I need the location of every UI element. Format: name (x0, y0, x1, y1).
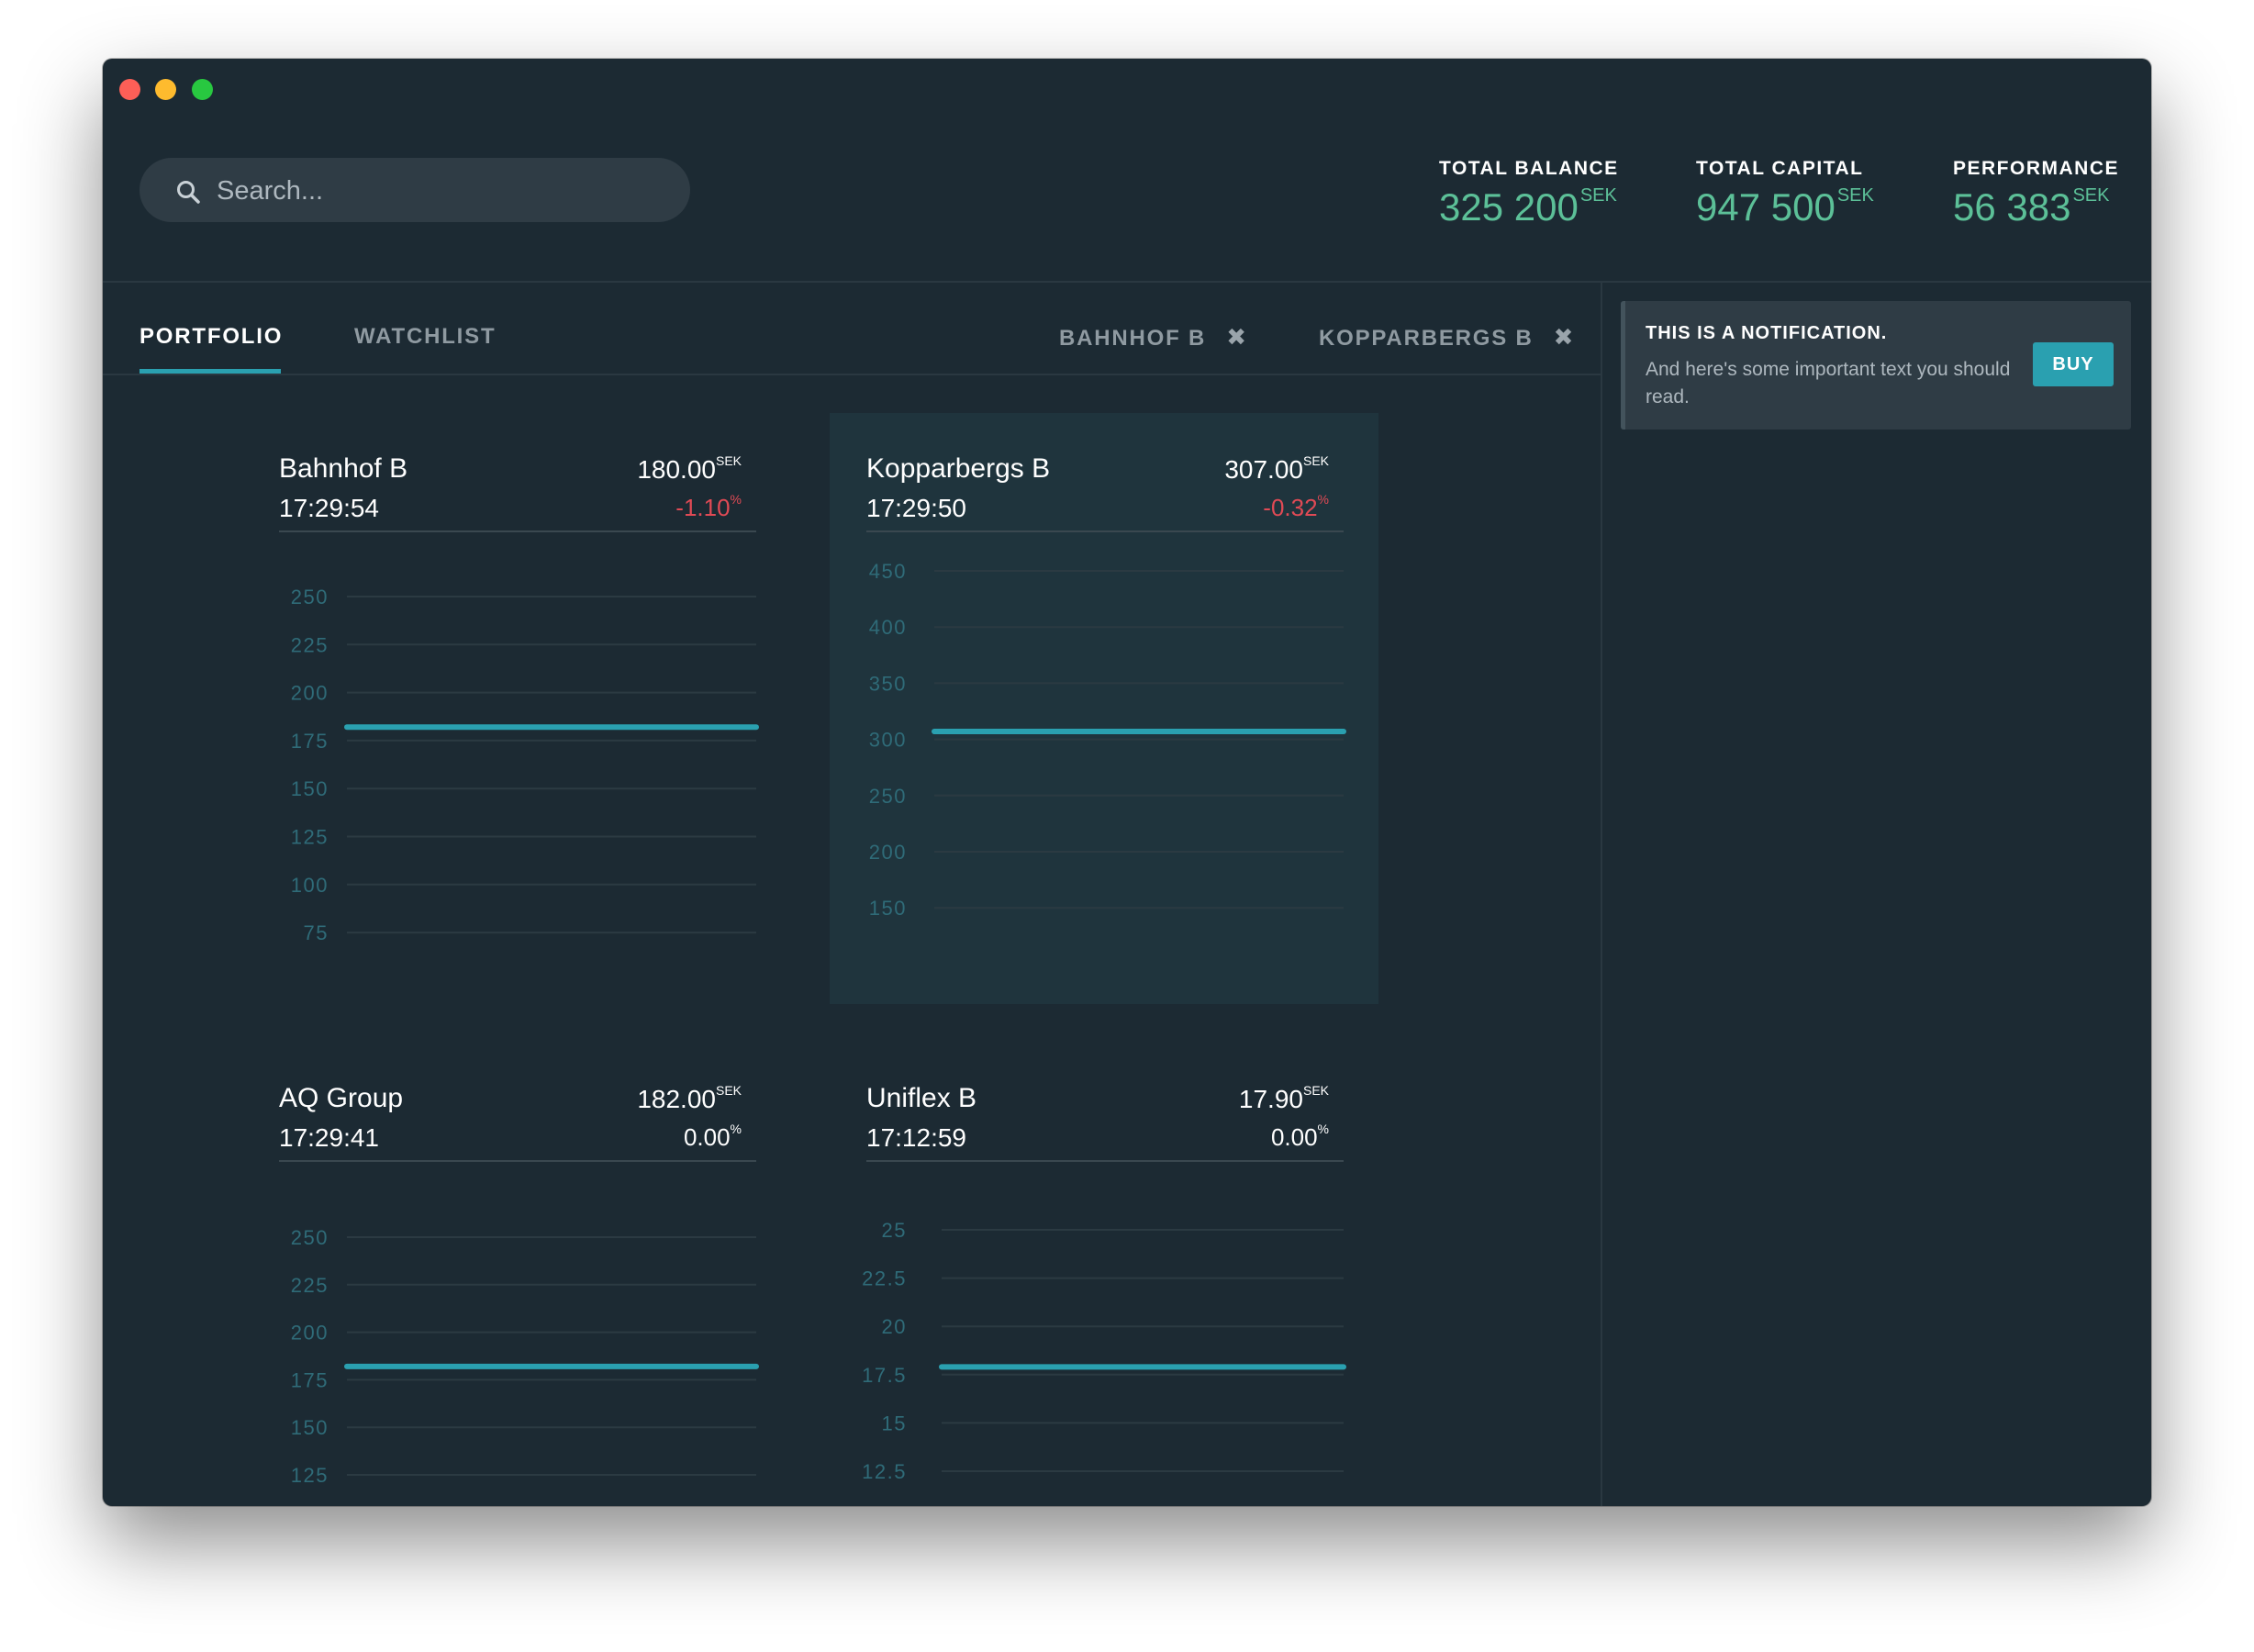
tab-bar: PORTFOLIO WATCHLIST BAHNHOF B ✖ KOPPARBER… (103, 283, 1601, 376)
y-tick-label: 125 (291, 1464, 329, 1487)
stat-unit: SEK (1836, 185, 1874, 206)
card-divider (279, 530, 756, 532)
tab-label: KOPPARBERGS B (1319, 326, 1534, 351)
y-tick-label: 250 (869, 785, 907, 808)
stat-label: TOTAL CAPITAL (1696, 158, 1864, 179)
percent-label: % (1317, 1122, 1329, 1136)
close-icon[interactable]: ✖ (1553, 323, 1576, 351)
stock-time: 17:12:59 (866, 1123, 966, 1152)
y-tick-label: 175 (291, 730, 329, 753)
notification-title: THIS IS A NOTIFICATION. (1646, 323, 1888, 343)
stock-card-bahnhof-b[interactable]: Bahnhof B 17:29:54 180.00SEK -1.10% 250 2… (242, 413, 791, 1004)
y-tick-label: 20 (882, 1315, 907, 1338)
tab-watchlist[interactable]: WATCHLIST (354, 324, 497, 349)
y-tick-label: 15 (882, 1412, 907, 1434)
stock-card-kopparbergs-b[interactable]: Kopparbergs B 17:29:50 307.00SEK -0.32% … (830, 413, 1378, 1004)
notification-body: And here's some important text you shoul… (1646, 359, 2011, 407)
card-divider (279, 1160, 756, 1162)
percent-label: % (1317, 492, 1329, 507)
y-tick-label: 175 (291, 1368, 329, 1391)
y-tick-label: 450 (869, 560, 907, 583)
price-chart: 450 400 350 300 250 200 150 (869, 560, 1346, 920)
y-tick-label: 225 (291, 633, 329, 656)
total-capital-stat: TOTAL CAPITAL 947 500 SEK (1696, 158, 1874, 229)
stock-change: -0.32% (1263, 492, 1329, 521)
close-icon[interactable]: ✖ (1226, 323, 1248, 351)
y-tick-label: 75 (304, 921, 329, 944)
y-tick-label: 22.5 (862, 1267, 907, 1290)
tab-portfolio[interactable]: PORTFOLIO (139, 324, 284, 349)
stat-value: 56 383 SEK (1953, 185, 2110, 229)
y-tick-label: 17.5 (862, 1364, 907, 1387)
active-tab-indicator (139, 369, 281, 374)
tabs-divider (103, 374, 1601, 375)
y-tick-label: 25 (882, 1219, 907, 1242)
sidebar-divider (1601, 283, 1602, 1506)
stock-name: Uniflex B (866, 1083, 977, 1113)
y-tick-label: 300 (869, 729, 907, 752)
stat-label: TOTAL BALANCE (1439, 158, 1619, 179)
search-bar[interactable] (139, 158, 690, 224)
y-tick-label: 225 (291, 1274, 329, 1297)
search-icon (177, 181, 200, 204)
y-tick-label: 200 (869, 841, 907, 864)
stock-name: Bahnhof B (279, 453, 408, 484)
stock-price: 17.90SEK (1238, 1083, 1329, 1113)
card-divider (866, 530, 1344, 532)
y-tick-label: 12.5 (862, 1460, 907, 1483)
tab-kopparbergs-b[interactable]: KOPPARBERGS B ✖ (1319, 283, 1575, 374)
tab-label: BAHNHOF B (1059, 326, 1207, 351)
minimize-window-button[interactable] (155, 79, 176, 100)
currency-label: SEK (1302, 1083, 1329, 1098)
stock-change: -1.10% (675, 492, 742, 521)
stat-value: 325 200 SEK (1439, 185, 1617, 229)
stat-unit: SEK (2072, 185, 2110, 206)
header-divider (103, 281, 2151, 283)
y-tick-label: 200 (291, 1322, 329, 1345)
search-input[interactable] (215, 158, 668, 224)
percent-label: % (730, 492, 742, 507)
buy-button[interactable]: BUY (2033, 342, 2114, 386)
price-chart: 250 225 200 175 150 125 100 75 (291, 586, 759, 944)
y-tick-label: 125 (291, 826, 329, 849)
percent-label: % (730, 1122, 742, 1136)
y-tick-label: 350 (869, 672, 907, 695)
y-tick-label: 150 (291, 777, 329, 800)
y-tick-label: 150 (291, 1416, 329, 1439)
stock-name: AQ Group (279, 1083, 404, 1113)
stock-card-aq-group[interactable]: AQ Group 17:29:41 182.00SEK 0.00% 250 225… (242, 1043, 791, 1506)
y-tick-label: 250 (291, 1226, 329, 1249)
y-tick-label: 400 (869, 616, 907, 639)
stat-unit: SEK (1579, 185, 1617, 206)
y-tick-label: 200 (291, 682, 329, 705)
stock-price: 307.00SEK (1224, 453, 1329, 484)
stock-change: 0.00% (1270, 1122, 1329, 1151)
stock-time: 17:29:54 (279, 494, 379, 522)
card-divider (866, 1160, 1344, 1162)
stock-card-uniflex-b[interactable]: Uniflex B 17:12:59 17.90SEK 0.00% 25 22.5… (830, 1043, 1378, 1506)
close-window-button[interactable] (119, 79, 140, 100)
stock-change: 0.00% (683, 1122, 742, 1151)
maximize-window-button[interactable] (192, 79, 213, 100)
y-tick-label: 250 (291, 586, 329, 608)
stat-label: PERFORMANCE (1953, 158, 2120, 179)
stock-price: 182.00SEK (637, 1083, 742, 1113)
currency-label: SEK (715, 1083, 742, 1098)
currency-label: SEK (1302, 453, 1329, 468)
stat-value: 947 500 SEK (1696, 185, 1874, 229)
performance-stat: PERFORMANCE 56 383 SEK (1953, 158, 2119, 229)
notification: THIS IS A NOTIFICATION. And here's some … (1621, 301, 2131, 430)
tab-bahnhof-b[interactable]: BAHNHOF B ✖ (1059, 283, 1248, 374)
currency-label: SEK (715, 453, 742, 468)
total-balance-stat: TOTAL BALANCE 325 200 SEK (1439, 158, 1619, 229)
stock-price: 180.00SEK (637, 453, 742, 484)
y-tick-label: 150 (869, 897, 907, 920)
y-tick-label: 100 (291, 874, 329, 897)
stock-time: 17:29:50 (866, 494, 966, 522)
stock-time: 17:29:41 (279, 1123, 379, 1152)
stock-name: Kopparbergs B (866, 453, 1051, 484)
